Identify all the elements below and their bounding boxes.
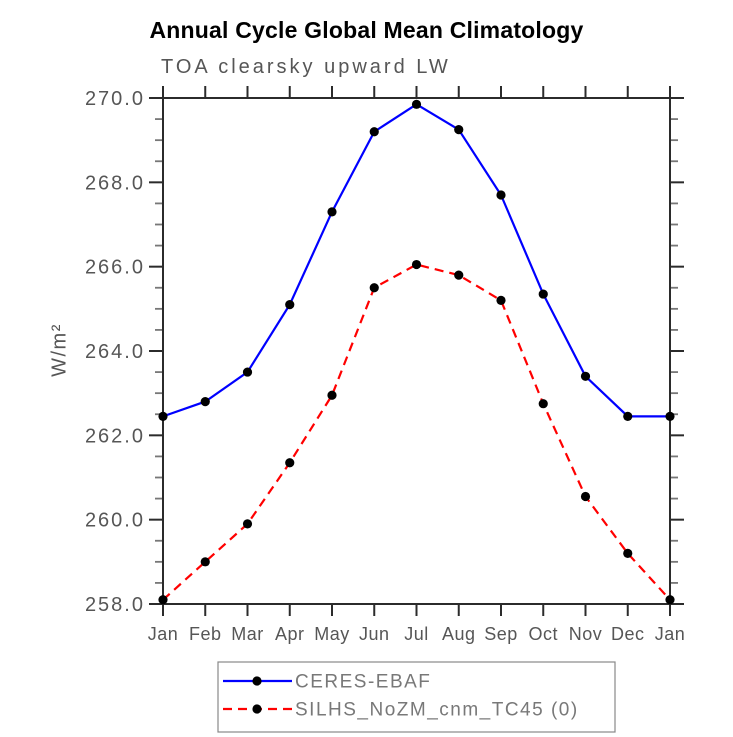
y-tick-label: 264.0: [85, 341, 145, 363]
data-point-marker-silhs-nozm-cnm-tc45-0: [411, 259, 422, 270]
data-point-marker-silhs-nozm-cnm-tc45-0: [538, 399, 548, 409]
series-line-silhs-nozm-cnm-tc45-0: [162, 263, 671, 601]
data-point-marker-silhs-nozm-cnm-tc45-0: [665, 595, 675, 605]
data-point-marker-ceres-ebaf: [327, 207, 337, 217]
x-tick-label: Mar: [231, 624, 264, 644]
legend-box: [217, 661, 616, 733]
legend-label-silhs-nozm-cnm-tc45-0: SILHS_NoZM_cnm_TC45 (0): [295, 700, 579, 721]
x-tick-label: Jun: [359, 624, 390, 644]
x-tick-label: Dec: [611, 624, 645, 644]
data-point-marker-silhs-nozm-cnm-tc45-0: [158, 595, 168, 605]
data-point-marker-ceres-ebaf: [580, 371, 591, 381]
data-point-marker-silhs-nozm-cnm-tc45-0: [200, 557, 210, 567]
data-point-marker-silhs-nozm-cnm-tc45-0: [242, 519, 253, 529]
data-point-marker-ceres-ebaf: [623, 411, 633, 421]
y-tick-label: 262.0: [85, 425, 145, 447]
y-tick-label: 258.0: [85, 594, 145, 616]
y-tick-label: 266.0: [85, 257, 145, 279]
data-point-marker-silhs-nozm-cnm-tc45-0: [580, 491, 591, 502]
x-tick-label: Sep: [484, 624, 518, 644]
data-point-marker-silhs-nozm-cnm-tc45-0: [454, 270, 464, 280]
x-tick-label: Oct: [528, 624, 558, 644]
data-point-marker-silhs-nozm-cnm-tc45-0: [623, 548, 633, 559]
data-point-marker-silhs-nozm-cnm-tc45-0: [327, 390, 337, 400]
chart-title: Annual Cycle Global Mean Climatology: [149, 17, 584, 43]
data-point-marker-ceres-ebaf: [242, 367, 253, 377]
x-tick-label: Apr: [275, 624, 305, 644]
data-point-marker-ceres-ebaf: [158, 411, 168, 421]
data-point-marker-ceres-ebaf: [665, 411, 675, 421]
x-tick-label: Nov: [569, 624, 603, 644]
plot-frame: [162, 97, 671, 605]
y-tick-label: 270.0: [85, 88, 145, 110]
legend-label-ceres-ebaf: CERES-EBAF: [295, 672, 431, 693]
data-point-marker-ceres-ebaf: [411, 99, 422, 109]
data-point-marker-ceres-ebaf: [496, 190, 506, 200]
x-tick-label: May: [314, 624, 350, 644]
chart-subtitle: TOA clearsky upward LW: [161, 56, 451, 78]
data-point-marker-ceres-ebaf: [200, 397, 210, 407]
legend-marker-ceres-ebaf: [252, 676, 262, 686]
legend-marker-silhs-nozm-cnm-tc45-0: [252, 704, 262, 714]
data-point-marker-ceres-ebaf: [454, 125, 464, 135]
data-point-marker-ceres-ebaf: [538, 289, 548, 299]
data-point-marker-silhs-nozm-cnm-tc45-0: [285, 458, 295, 468]
x-tick-label: Feb: [189, 624, 222, 644]
x-tick-label: Jan: [148, 624, 179, 644]
y-tick-label: 268.0: [85, 172, 145, 194]
y-tick-label: 260.0: [85, 510, 145, 532]
x-tick-label: Jan: [655, 624, 686, 644]
data-point-marker-ceres-ebaf: [285, 300, 295, 310]
x-tick-label: Jul: [404, 624, 429, 644]
x-tick-label: Aug: [442, 624, 476, 644]
data-point-marker-silhs-nozm-cnm-tc45-0: [496, 295, 506, 305]
data-point-marker-silhs-nozm-cnm-tc45-0: [369, 283, 379, 293]
data-point-marker-ceres-ebaf: [369, 127, 379, 137]
